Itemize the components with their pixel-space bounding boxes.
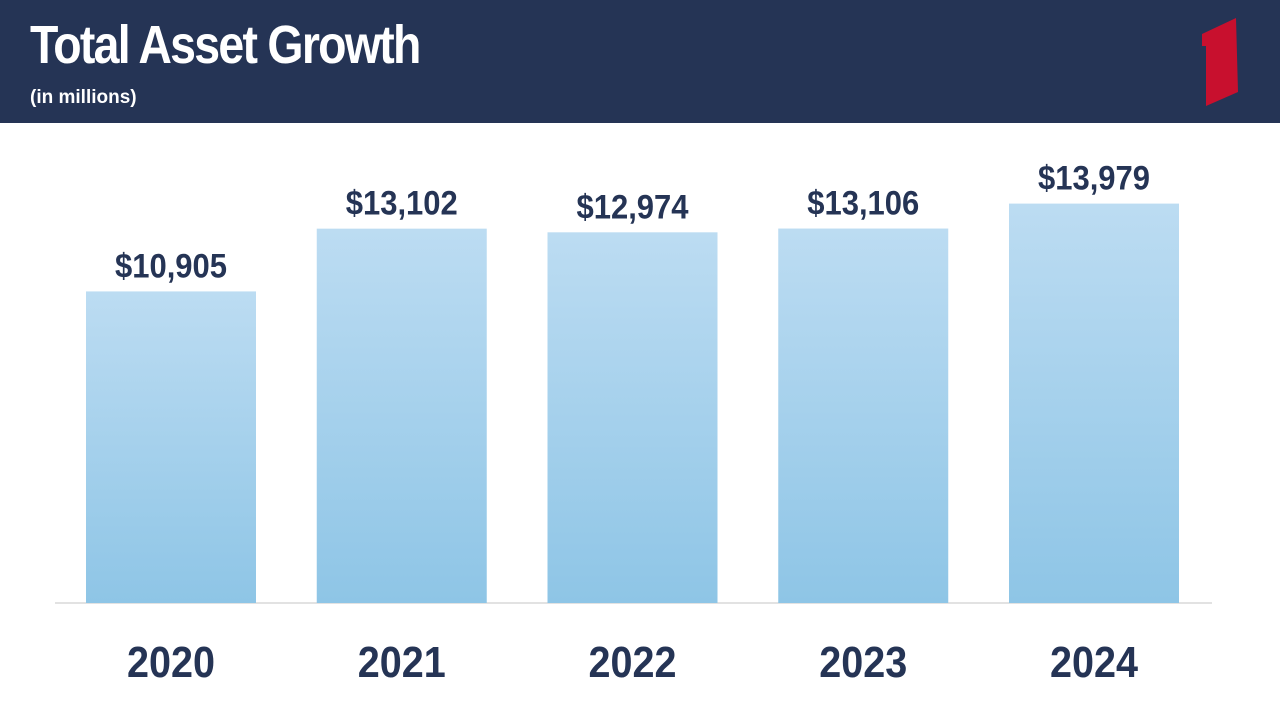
bar-2024 — [1009, 203, 1179, 603]
category-label-2020: 2020 — [127, 638, 215, 687]
bar-2020 — [86, 291, 256, 603]
bar-2023 — [778, 228, 949, 603]
bar-value-label-2022: $12,974 — [577, 188, 689, 226]
bar-value-label-2024: $13,979 — [1038, 160, 1150, 198]
bar-2022 — [547, 232, 718, 604]
bar-value-label-2020: $10,905 — [115, 247, 227, 285]
bar-chart: $10,905 2020 $13,102 2021 $12,974 2022 $13,106… — [55, 160, 1212, 687]
slide-title: Total Asset Growth — [30, 15, 421, 75]
category-label-2021: 2021 — [358, 638, 446, 687]
slide-header: Total Asset Growth (in millions) — [0, 0, 1280, 123]
slide-subtitle: (in millions) — [30, 87, 137, 108]
category-label-2022: 2022 — [589, 638, 677, 687]
bar-value-label-2023: $13,106 — [807, 185, 919, 223]
numeral-one-logo-icon — [1202, 18, 1238, 106]
category-label-2024: 2024 — [1050, 638, 1138, 687]
bar-value-label-2021: $13,102 — [346, 185, 458, 223]
category-label-2023: 2023 — [819, 638, 907, 687]
bar-2021 — [316, 228, 487, 603]
